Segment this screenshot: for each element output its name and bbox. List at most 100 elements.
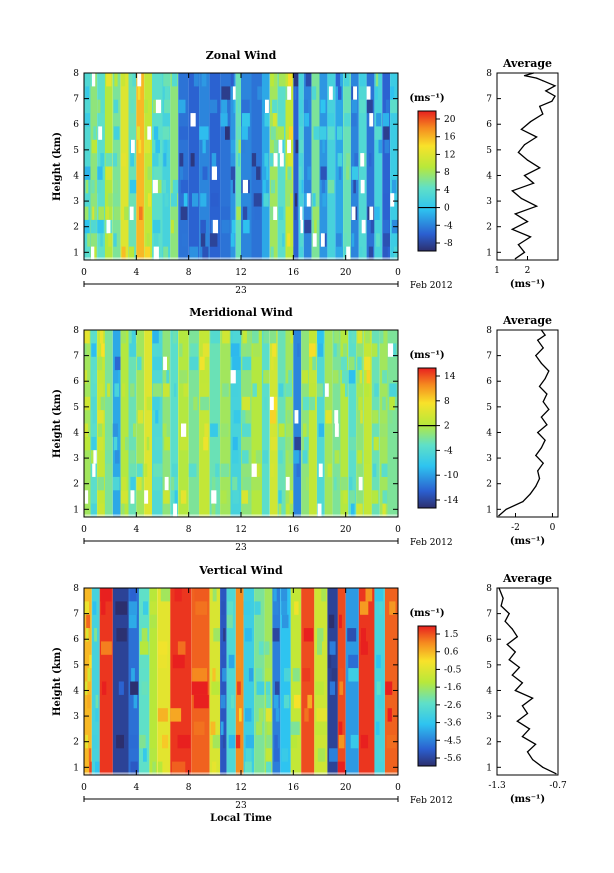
heatmap-cell [329, 748, 338, 762]
heatmap-cell [163, 490, 170, 504]
x-tick-label: 0 [81, 783, 87, 793]
heatmap-cell [273, 588, 277, 602]
heatmap-cell [100, 153, 104, 167]
heatmap-cell [228, 654, 235, 669]
heatmap-cell [348, 356, 355, 371]
heatmap-cell [384, 139, 390, 154]
heatmap-cell [294, 436, 301, 451]
heatmap-cell [382, 503, 386, 517]
profile-point [536, 205, 538, 207]
profile-point [528, 728, 531, 730]
heatmap-cell [236, 654, 242, 669]
heatmap-cell [112, 423, 118, 437]
heatmap-cell [236, 206, 241, 220]
heatmap-cell [340, 356, 348, 371]
heatmap-cell [365, 330, 370, 344]
heatmap-cell [271, 396, 278, 411]
y-axis-label: Height (km) [52, 132, 63, 201]
heatmap-cell [91, 139, 97, 154]
heatmap-cell [327, 113, 334, 127]
heatmap-cell [265, 681, 271, 695]
heatmap-cell [128, 601, 138, 615]
heatmap-cell [100, 233, 103, 247]
heatmap-cell [243, 601, 251, 615]
heatmap-cell [389, 396, 395, 411]
heatmap-cell [303, 628, 314, 642]
heatmap-cell [232, 356, 241, 371]
heatmap-cell [364, 383, 370, 397]
heatmap-cell [115, 450, 120, 464]
heatmap-cell [271, 356, 274, 371]
profile-point [533, 182, 535, 184]
y-tick-label: 1 [73, 763, 79, 773]
y-tick-label: 4 [73, 171, 79, 181]
colorbar-tick-label: 8 [444, 168, 450, 178]
y-tick-label: 5 [73, 661, 79, 671]
heatmap-cell [84, 436, 91, 451]
heatmap-cell [90, 219, 97, 234]
heatmap-cell [357, 450, 362, 464]
heatmap-band [241, 73, 252, 260]
heatmap-cell [192, 668, 207, 682]
heatmap-cell [298, 153, 303, 167]
heatmap-cell [139, 641, 149, 655]
profile-y-tick-label: 2 [486, 738, 492, 748]
date-label: Feb 2012 [410, 538, 453, 548]
profile-x-label: (ms⁻¹) [510, 279, 545, 290]
heatmap-cell [137, 410, 144, 424]
heatmap-cell [382, 396, 386, 411]
heatmap-cell [193, 721, 205, 735]
heatmap-band [364, 330, 372, 517]
profile-point [505, 508, 507, 510]
colorbar-tick-label: -5.6 [444, 754, 462, 764]
heatmap-cell [221, 206, 231, 220]
heatmap-cell [246, 343, 251, 357]
colorbar-tick-label: 1.5 [444, 630, 459, 640]
heatmap-cell [172, 179, 179, 194]
profile-y-tick-label: 2 [486, 480, 492, 490]
heatmap-cell [107, 463, 113, 477]
heatmap-cell [95, 694, 99, 709]
heatmap-cell [291, 628, 297, 642]
heatmap-cell [183, 193, 188, 207]
heatmap-cell [242, 330, 247, 344]
heatmap-cell [278, 73, 286, 87]
heatmap-cell [288, 153, 293, 167]
heatmap-cell [137, 233, 142, 247]
heatmap-cell [172, 73, 178, 87]
heatmap-cell [220, 694, 226, 709]
heatmap-cell [242, 113, 250, 127]
heatmap-cell [88, 748, 92, 762]
x-tick-label: 8 [186, 783, 192, 793]
heatmap-band [348, 330, 357, 517]
heatmap-cell [356, 383, 364, 397]
heatmap-cell [301, 370, 309, 384]
missing-data-gap [351, 206, 356, 220]
heatmap-cell [299, 113, 302, 127]
heatmap-cell [270, 330, 277, 344]
heatmap-cell [146, 436, 150, 451]
profile-point [522, 501, 524, 503]
heatmap-cell [105, 423, 113, 437]
heatmap-cell [337, 761, 345, 775]
missing-data-gap [153, 246, 159, 260]
profile-point [539, 167, 541, 169]
heatmap-cell [376, 113, 382, 127]
missing-data-gap [358, 476, 363, 491]
heatmap-cell [321, 588, 327, 602]
heatmap-cell [299, 99, 303, 114]
heatmap-cell [98, 113, 105, 127]
heatmap-cell [390, 86, 395, 100]
heatmap-cell [100, 588, 112, 602]
missing-data-gap [181, 423, 187, 437]
heatmap-cell [84, 166, 91, 180]
missing-data-gap [211, 490, 217, 504]
heatmap-cell [113, 233, 117, 247]
colorbar-tick-label: 8 [444, 397, 450, 407]
heatmap-cell [170, 708, 182, 722]
missing-data-gap [294, 410, 299, 424]
heatmap-cell [309, 383, 316, 397]
heatmap-cell [344, 113, 351, 127]
heatmap-cell [220, 721, 224, 735]
heatmap-cell [372, 463, 377, 477]
